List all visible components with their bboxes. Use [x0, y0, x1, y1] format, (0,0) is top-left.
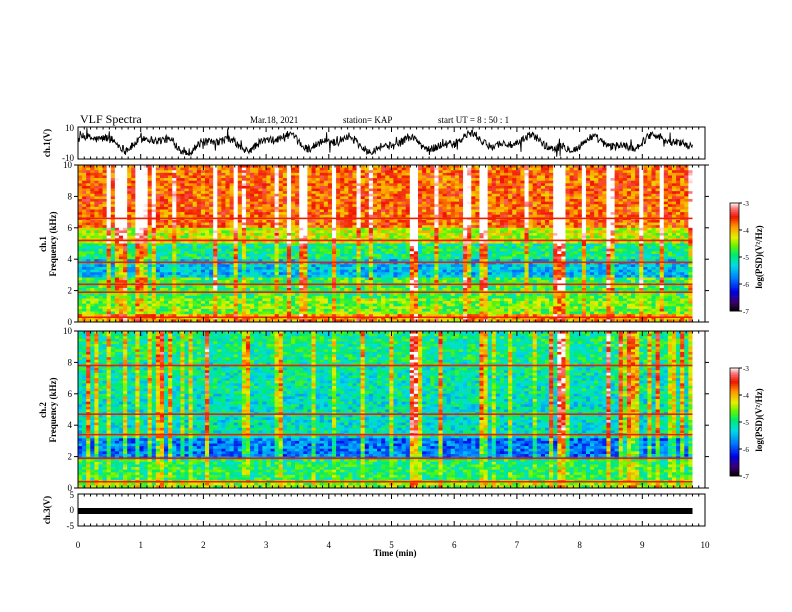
start-time-label: start UT = 8 : 50 : 1: [438, 115, 509, 125]
ch2-spectrogram-ylabel-line2: Frequency (kHz): [48, 377, 58, 442]
time-axis-tick-label: 2: [201, 540, 206, 550]
spectrogram-ytick-label: 10: [63, 160, 73, 170]
date-label: Mar.18, 2021: [250, 115, 298, 125]
ch3-waveform-ylabel: ch.3(V): [42, 496, 52, 524]
spectrogram-ytick-label: 8: [68, 191, 73, 201]
time-axis-tick-label: 0: [76, 540, 81, 550]
spectrogram-ytick-label: 6: [68, 223, 73, 233]
ch1-spectrogram-ylabel-line2: Frequency (kHz): [48, 211, 58, 276]
ch3-waveform-line: [78, 508, 693, 514]
time-axis-label: Time (min): [373, 548, 416, 558]
time-axis-tick-label: 10: [701, 540, 711, 550]
colorbar-tick-label: -3: [743, 200, 749, 208]
ch2-spectrogram-ylabel-line1: ch.2: [38, 402, 48, 418]
colorbar-tick-label: -4: [743, 227, 749, 235]
time-axis-tick-label: 4: [327, 540, 332, 550]
time-axis-tick-label: 8: [577, 540, 582, 550]
ch1-colorbar-label: log(PSD)(V²/Hz): [754, 225, 764, 288]
spectrogram-ytick-label: 8: [68, 357, 73, 367]
time-axis-tick-label: 3: [264, 540, 269, 550]
colorbar-tick-label: -6: [743, 281, 749, 289]
ch2-colorbar-label: log(PSD)(V²/Hz): [754, 388, 764, 451]
ch1-ytick-top: 10: [65, 123, 75, 133]
time-axis-tick-label: 6: [452, 540, 457, 550]
spectrogram-ytick-label: 4: [68, 254, 73, 264]
ch2-spectrogram-image: [78, 331, 705, 488]
time-axis-tick-label: 7: [515, 540, 520, 550]
ch1-spectrogram-image: [78, 165, 705, 322]
ch1-waveform-ylabel: ch.1(V): [42, 129, 52, 157]
ch3-ytick-bottom: -5: [67, 521, 75, 531]
station-label: station= KAP: [343, 115, 392, 125]
ch1-waveform-panel: 10 -10 ch.1(V): [42, 123, 705, 163]
colorbar-tick-label: -4: [743, 392, 749, 400]
time-axis-tick-label: 9: [640, 540, 645, 550]
colorbar-tick-label: -7: [743, 308, 749, 316]
colorbar-tick-label: -7: [743, 473, 749, 481]
spectrogram-ytick-label: 6: [68, 389, 73, 399]
ch3-ytick-top: 5: [70, 490, 75, 500]
time-axis-tick-label: 1: [138, 540, 143, 550]
colorbar-tick-label: -5: [743, 419, 749, 427]
ch2-colorbar: -3 -4 -5 -6 -7: [730, 365, 749, 481]
colorbar-tick-label: -3: [743, 365, 749, 373]
ch1-waveform-line: [78, 128, 693, 157]
ch3-waveform-panel: 5 0 -5 ch.3(V): [42, 490, 705, 531]
figure-title: VLF Spectra: [80, 112, 142, 126]
colorbar-tick-label: -6: [743, 446, 749, 454]
ch1-colorbar: -3 -4 -5 -6 -7: [730, 200, 749, 316]
ch1-spectrogram-ylabel-line1: ch.1: [38, 236, 48, 252]
spectrogram-ytick-label: 2: [68, 286, 73, 296]
spectrogram-ytick-label: 10: [63, 326, 73, 336]
spectrogram-ytick-label: 4: [68, 420, 73, 430]
spectrogram-ytick-label: 2: [68, 452, 73, 462]
ch3-ytick-mid: 0: [70, 505, 75, 515]
colorbar-tick-label: -5: [743, 254, 749, 262]
